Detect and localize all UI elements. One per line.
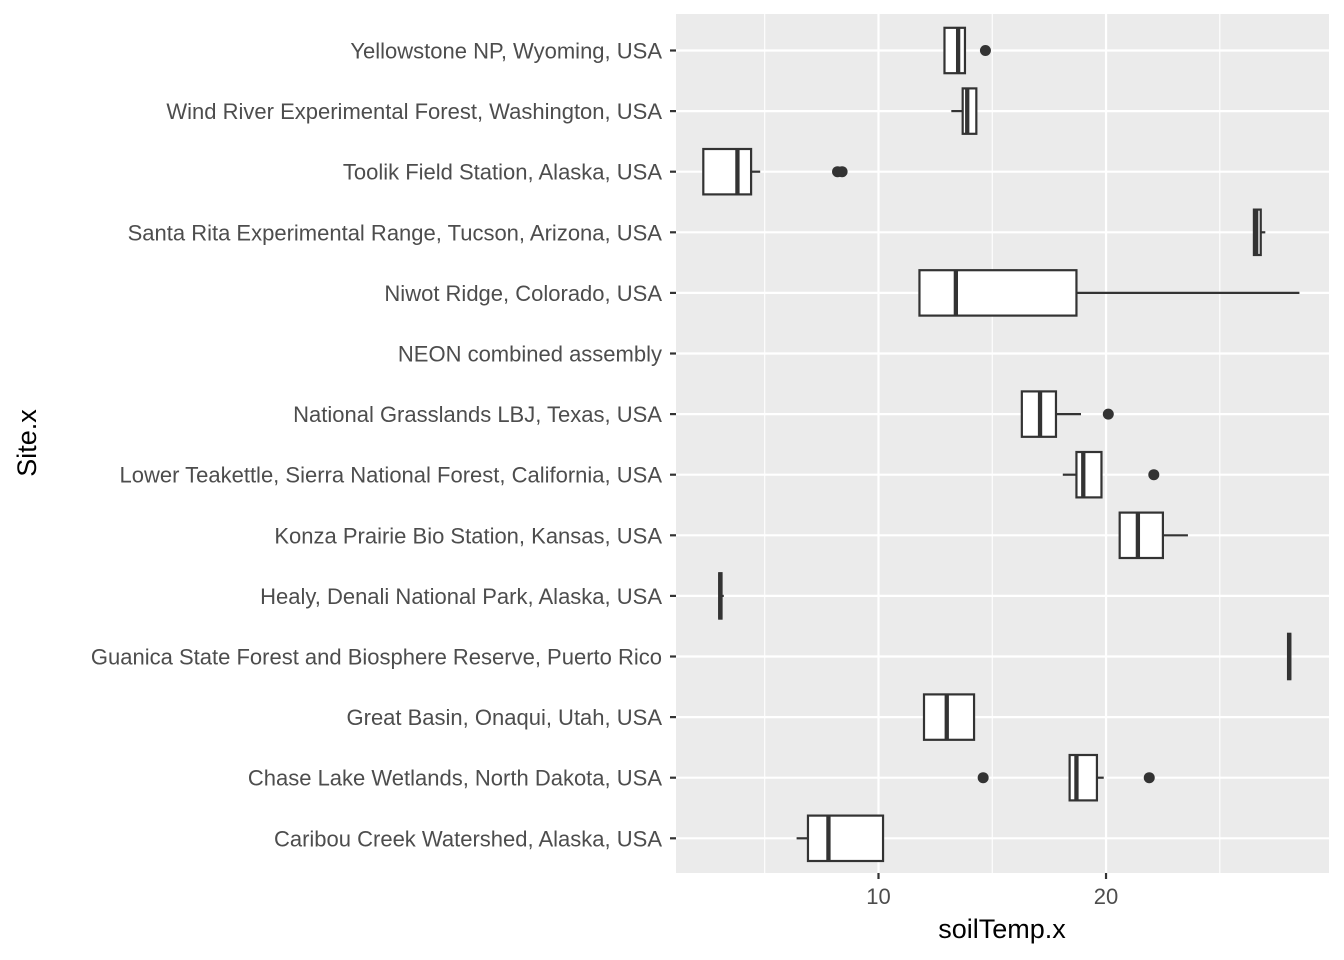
grid-lines [676, 14, 1329, 873]
y-tick-label: Wind River Experimental Forest, Washingt… [166, 99, 662, 124]
x-axis-title: soilTemp.x [938, 914, 1066, 944]
y-tick-label: Konza Prairie Bio Station, Kansas, USA [274, 523, 662, 548]
box-group [796, 814, 885, 863]
box-group [943, 26, 991, 75]
y-tick-label: Lower Teakettle, Sierra National Forest,… [119, 463, 662, 488]
y-tick-label: Great Basin, Onaqui, Utah, USA [347, 705, 663, 730]
x-axis: 10 20 [866, 873, 1118, 909]
box-group [1118, 511, 1188, 560]
box-group [951, 87, 978, 135]
y-tick-label: Caribou Creek Watershed, Alaska, USA [274, 826, 662, 851]
box-group [977, 753, 1155, 802]
outlier-point [836, 166, 848, 178]
plot-panel [676, 14, 1329, 873]
box-group [1020, 390, 1114, 438]
box [1075, 450, 1103, 499]
box-group [922, 693, 976, 741]
box [806, 814, 885, 863]
box-group [702, 147, 848, 196]
y-tick-label: Chase Lake Wetlands, North Dakota, USA [248, 766, 662, 791]
x-tick-label: 20 [1094, 884, 1118, 909]
box-layer [702, 26, 1300, 863]
box [1118, 511, 1165, 560]
y-tick-label: Santa Rita Experimental Range, Tucson, A… [128, 220, 663, 245]
y-tick-label: Niwot Ridge, Colorado, USA [384, 281, 662, 306]
box-group [918, 269, 1300, 317]
box-group [1252, 208, 1266, 257]
y-axis: Yellowstone NP, Wyoming, USA Wind River E… [91, 39, 676, 851]
box-group [1062, 450, 1160, 499]
box [922, 693, 976, 741]
box [918, 269, 1078, 317]
y-tick-label: Yellowstone NP, Wyoming, USA [350, 39, 662, 64]
box-group [1286, 632, 1292, 681]
y-tick-label: Healy, Denali National Park, Alaska, USA [260, 584, 662, 609]
outlier-point [1148, 469, 1160, 481]
box [702, 147, 753, 196]
y-tick-label: NEON combined assembly [398, 342, 662, 367]
y-tick-label: Guanica State Forest and Biosphere Reser… [91, 645, 662, 670]
box [943, 26, 967, 75]
box [1068, 753, 1099, 802]
y-axis-title: Site.x [12, 409, 42, 477]
outlier-point [979, 45, 991, 56]
outlier-point [1143, 772, 1155, 784]
x-tick-label: 10 [866, 884, 890, 909]
y-tick-label: Toolik Field Station, Alaska, USA [343, 160, 662, 185]
box [961, 87, 978, 135]
outlier-point [1102, 408, 1114, 420]
outlier-point [977, 772, 989, 784]
box-group [718, 572, 724, 620]
y-tick-label: National Grasslands LBJ, Texas, USA [293, 402, 662, 427]
